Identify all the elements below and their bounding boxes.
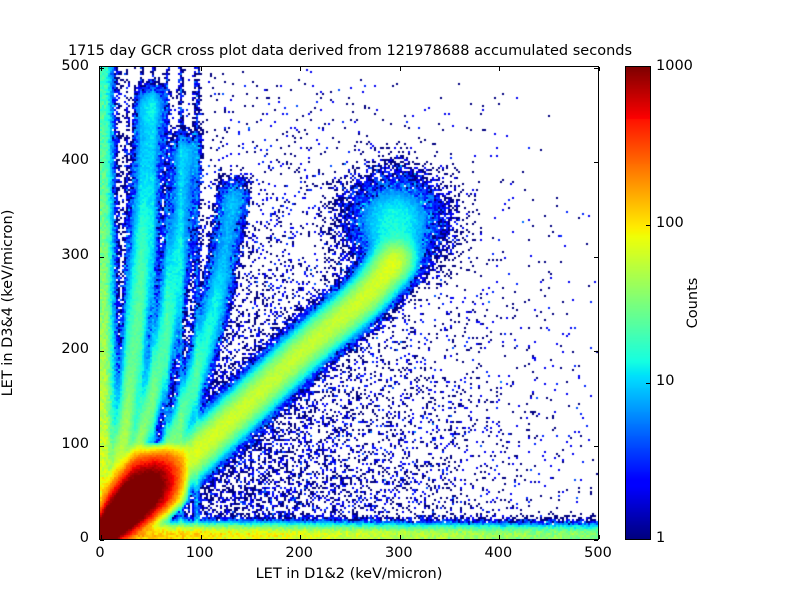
y-tick-mark <box>594 445 598 447</box>
y-tick-label: 200 <box>61 341 89 358</box>
y-tick-label: 500 <box>61 58 89 74</box>
x-axis-label: LET in D1&2 (keV/micron) <box>255 566 443 582</box>
y-tick-mark <box>100 540 104 541</box>
y-tick-mark <box>100 256 104 258</box>
y-axis-label: LET in D3&4 (keV/micron) <box>0 209 16 397</box>
colorbar-tick-mark <box>646 225 650 227</box>
y-tick-mark <box>594 351 598 353</box>
x-tick-mark <box>200 67 202 71</box>
colorbar-gradient <box>626 67 650 539</box>
x-tick-mark <box>101 67 102 71</box>
density-heatmap <box>100 67 598 539</box>
x-tick-label: 200 <box>285 545 314 561</box>
y-tick-mark <box>100 351 104 353</box>
x-tick-label: 0 <box>95 545 105 561</box>
colorbar-tick-label: 1000 <box>656 58 693 74</box>
y-tick-mark <box>594 162 598 164</box>
x-tick-mark <box>499 67 501 71</box>
x-tick-mark <box>300 67 302 71</box>
y-tick-label: 100 <box>61 435 89 452</box>
colorbar-label: Counts <box>685 277 701 329</box>
chart-title-line-1: 1715 day GCR cross plot data derived fro… <box>67 43 633 59</box>
y-tick-mark <box>594 256 598 258</box>
colorbar-tick-label: 1 <box>656 530 666 546</box>
x-tick-label: 300 <box>384 545 413 561</box>
colorbar-tick-mark <box>646 382 650 384</box>
x-tick-mark <box>399 535 401 539</box>
colorbar <box>625 66 651 540</box>
y-tick-mark <box>100 162 104 164</box>
x-tick-label: 400 <box>484 545 513 561</box>
x-tick-mark <box>399 67 401 71</box>
x-tick-mark <box>101 535 102 539</box>
x-tick-mark <box>599 67 600 71</box>
x-tick-mark <box>200 535 202 539</box>
x-tick-mark <box>599 535 600 539</box>
colorbar-tick-label: 10 <box>656 372 675 389</box>
x-tick-mark <box>499 535 501 539</box>
x-tick-label: 100 <box>185 545 214 561</box>
y-tick-mark <box>594 68 598 69</box>
x-tick-label: 500 <box>584 545 612 561</box>
y-tick-mark <box>100 68 104 69</box>
y-tick-label: 400 <box>61 152 89 169</box>
x-tick-mark <box>300 535 302 539</box>
y-tick-mark <box>594 540 598 541</box>
plot-axes <box>99 66 600 541</box>
y-tick-label: 0 <box>79 530 89 546</box>
colorbar-tick-label: 100 <box>656 215 684 232</box>
y-tick-label: 300 <box>61 246 89 263</box>
y-tick-mark <box>100 445 104 447</box>
